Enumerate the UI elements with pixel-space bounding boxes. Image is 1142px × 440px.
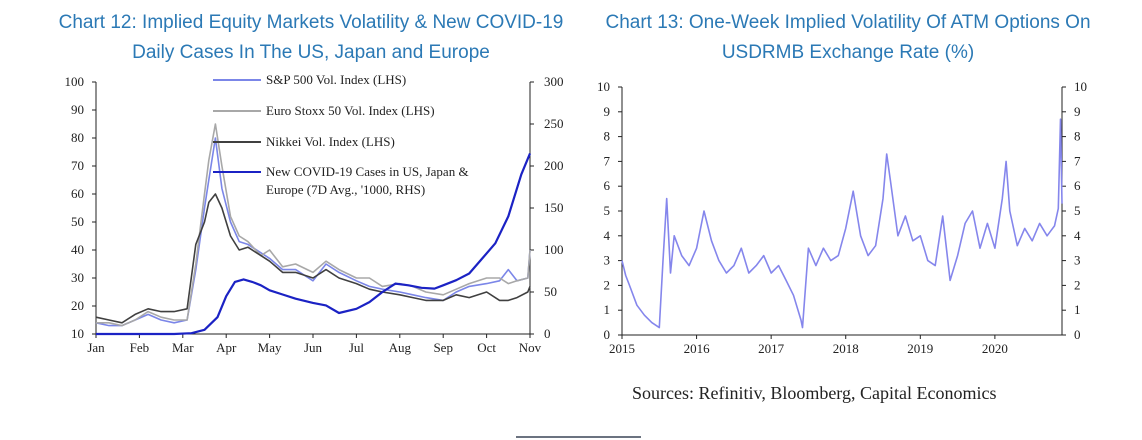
right-tick-label: 4 [1074,228,1081,243]
x-tick-label: Jul [349,340,365,355]
left-tick-label: 10 [71,326,84,341]
right-tick-label: 1 [1074,302,1081,317]
left-tick-label: 5 [604,203,611,218]
legend-label-4-line-2: Europe (7D Avg., '1000, RHS) [266,182,425,197]
left-tick-label: 6 [604,178,611,193]
right-tick-label: 100 [544,242,564,257]
x-tick-label: Nov [519,340,542,355]
left-tick-label: 40 [71,242,84,257]
x-tick-label: Feb [130,340,150,355]
x-tick-label: Mar [172,340,194,355]
left-tick-label: 4 [604,228,611,243]
x-tick-label: Jun [304,340,323,355]
left-tick-label: 0 [604,327,611,342]
left-tick-label: 20 [71,298,84,313]
divider-line [516,436,641,438]
legend-label-2: Euro Stoxx 50 Vol. Index (LHS) [266,103,435,118]
legend-label-1: S&P 500 Vol. Index (LHS) [266,72,406,87]
right-tick-label: 5 [1074,203,1081,218]
left-tick-label: 1 [604,302,611,317]
right-tick-label: 10 [1074,79,1087,94]
left-tick-label: 80 [71,130,84,145]
series-line-3 [95,193,531,324]
x-tick-label: Apr [216,340,237,355]
right-tick-label: 0 [1074,327,1081,342]
left-tick-label: 60 [71,186,84,201]
x-tick-label: 2019 [907,341,933,356]
right-tick-label: 250 [544,116,564,131]
right-tick-label: 9 [1074,104,1081,119]
left-tick-label: 8 [604,129,611,144]
right-tick-label: 2 [1074,277,1081,292]
x-tick-label: 2017 [758,341,785,356]
x-tick-label: Oct [477,340,496,355]
right-tick-label: 6 [1074,178,1081,193]
series-line-2 [96,123,531,327]
left-tick-label: 30 [71,270,84,285]
legend-label-3: Nikkei Vol. Index (LHS) [266,134,395,149]
chart-12: 10 20 30 40 50 60 70 80 90 100 0 50 100 150 200 250 300 J… [65,72,564,355]
right-tick-label: 7 [1074,153,1081,168]
x-tick-label: 2018 [833,341,859,356]
series-line-4 [96,152,532,336]
x-tick-label: Aug [389,340,412,355]
left-tick-label: 10 [597,79,610,94]
x-tick-label: Sep [433,340,453,355]
left-tick-label: 7 [604,153,611,168]
legend-label-4: New COVID-19 Cases in US, Japan & [266,164,469,179]
right-tick-label: 200 [544,158,564,173]
chart-13: 0 1 2 3 4 5 6 7 8 9 10 0 1 2 3 4 5 6 7 8 9 10 2015 2016 2017 2018… [597,79,1087,356]
left-tick-label: 3 [604,253,611,268]
series-line-1 [621,118,1063,329]
x-tick-label: Jan [87,340,105,355]
left-tick-label: 90 [71,102,84,117]
x-tick-label: 2020 [982,341,1008,356]
right-tick-label: 50 [544,284,557,299]
left-tick-label: 9 [604,104,611,119]
x-tick-label: 2016 [684,341,711,356]
series-line-1 [95,137,531,327]
right-tick-label: 150 [544,200,564,215]
right-tick-label: 3 [1074,253,1081,268]
right-tick-label: 0 [544,326,551,341]
x-tick-label: 2015 [609,341,635,356]
chart-13-title: Chart 13: One-Week Implied Volatility Of… [605,12,1091,63]
right-tick-label: 8 [1074,129,1081,144]
left-tick-label: 50 [71,214,84,229]
left-tick-label: 2 [604,277,611,292]
left-tick-label: 70 [71,158,84,173]
chart-12-title: Chart 12: Implied Equity Markets Volatil… [58,12,564,63]
left-tick-label: 100 [65,74,85,89]
x-tick-label: May [258,340,282,355]
sources-note: Sources: Refinitiv, Bloomberg, Capital E… [632,383,997,403]
right-tick-label: 300 [544,74,564,89]
